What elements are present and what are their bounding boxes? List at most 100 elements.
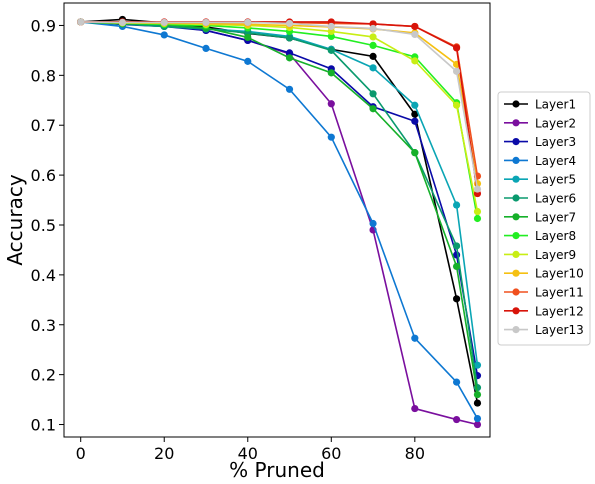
data-point xyxy=(473,185,482,193)
data-point xyxy=(369,52,377,60)
data-point xyxy=(327,100,335,108)
data-point xyxy=(285,85,294,93)
data-point xyxy=(411,334,419,342)
legend-label: Layer13 xyxy=(535,323,584,337)
data-point xyxy=(202,44,210,52)
legend-item-layer5: Layer5 xyxy=(504,173,576,187)
data-point xyxy=(411,117,419,125)
legend-marker xyxy=(512,307,520,315)
data-point xyxy=(369,105,377,113)
legend-label: Layer10 xyxy=(535,267,584,281)
data-point xyxy=(285,49,294,57)
data-point xyxy=(452,101,461,109)
data-point xyxy=(473,207,482,216)
data-point xyxy=(327,22,335,31)
data-point xyxy=(369,219,377,228)
y-tick-label: 0.7 xyxy=(31,116,56,135)
legend-label: Layer11 xyxy=(535,286,584,300)
data-point xyxy=(473,414,482,423)
legend-label: Layer5 xyxy=(535,173,576,187)
data-point xyxy=(473,420,482,429)
series-layer xyxy=(77,15,482,429)
legend-marker xyxy=(512,194,520,202)
x-tick-label: 20 xyxy=(154,444,174,463)
legend-item-layer3: Layer3 xyxy=(504,135,576,149)
data-point xyxy=(369,24,377,33)
y-tick-label: 0.9 xyxy=(31,16,56,35)
data-point xyxy=(244,18,252,27)
data-point xyxy=(160,31,168,39)
x-axis-label: % Pruned xyxy=(229,458,325,482)
data-point xyxy=(77,18,85,26)
legend-item-layer4: Layer4 xyxy=(504,154,576,168)
y-tick-label: 0.6 xyxy=(31,166,56,185)
data-point xyxy=(452,67,461,75)
data-point xyxy=(327,69,335,77)
data-point xyxy=(327,32,335,41)
legend-item-layer2: Layer2 xyxy=(504,116,576,130)
legend-label: Layer6 xyxy=(535,192,576,206)
data-point xyxy=(369,64,377,72)
legend-marker xyxy=(512,138,520,146)
legend-label: Layer12 xyxy=(535,304,584,318)
legend-item-layer10: Layer10 xyxy=(504,267,584,281)
legend-marker xyxy=(512,326,520,334)
legend-marker xyxy=(512,232,520,240)
x-axis-ticks: 0 20 40 60 80 xyxy=(76,437,425,463)
data-point xyxy=(452,295,461,303)
data-point xyxy=(452,242,461,250)
legend-marker xyxy=(512,100,520,108)
data-point xyxy=(411,57,419,65)
legend: Layer1 Layer2 Layer3 Layer4 Layer5 Layer6 Laye… xyxy=(497,91,591,346)
data-point xyxy=(411,30,419,39)
data-point xyxy=(452,201,461,209)
data-point xyxy=(452,44,461,52)
y-tick-label: 0.1 xyxy=(31,416,56,435)
data-point xyxy=(473,390,482,399)
x-tick-label: 0 xyxy=(76,444,86,463)
legend-item-layer6: Layer6 xyxy=(504,192,576,206)
legend-item-layer7: Layer7 xyxy=(504,210,576,224)
legend-marker xyxy=(512,175,520,183)
data-point xyxy=(285,19,294,28)
data-point xyxy=(411,404,419,413)
legend-label: Layer3 xyxy=(535,135,576,149)
y-tick-label: 0.4 xyxy=(31,266,56,285)
data-point xyxy=(452,262,461,270)
plot-frame xyxy=(63,2,491,438)
legend-marker xyxy=(512,288,520,296)
data-point xyxy=(452,415,461,424)
data-point xyxy=(411,110,419,118)
y-axis-ticks: 0.1 0.2 0.3 0.4 0.5 0.6 0.7 0.8 0.9 xyxy=(31,16,64,435)
data-point xyxy=(244,57,252,65)
legend-label: Layer8 xyxy=(535,229,576,243)
y-tick-label: 0.8 xyxy=(31,66,56,85)
x-tick-label: 60 xyxy=(321,444,341,463)
legend-label: Layer7 xyxy=(535,210,576,224)
data-point xyxy=(411,101,419,109)
x-tick-label: 80 xyxy=(405,444,425,463)
data-point xyxy=(244,33,252,42)
legend-label: Layer4 xyxy=(535,154,576,168)
data-point xyxy=(118,18,127,27)
data-point xyxy=(202,18,210,27)
series-layer13 xyxy=(77,18,482,193)
legend-item-layer11: Layer11 xyxy=(504,286,584,300)
legend-marker xyxy=(512,269,520,277)
legend-item-layer12: Layer12 xyxy=(504,304,584,318)
data-point xyxy=(327,133,335,141)
x-tick-label: 40 xyxy=(238,444,258,463)
data-point xyxy=(411,22,419,31)
legend-label: Layer9 xyxy=(535,248,576,262)
legend-item-layer9: Layer9 xyxy=(504,248,576,262)
y-tick-label: 0.5 xyxy=(31,216,56,235)
data-point xyxy=(369,90,377,98)
data-point xyxy=(411,149,419,157)
data-point xyxy=(473,399,482,407)
data-point xyxy=(160,18,168,27)
y-tick-label: 0.3 xyxy=(31,316,56,335)
legend-label: Layer2 xyxy=(535,116,576,130)
legend-item-layer13: Layer13 xyxy=(504,323,584,337)
